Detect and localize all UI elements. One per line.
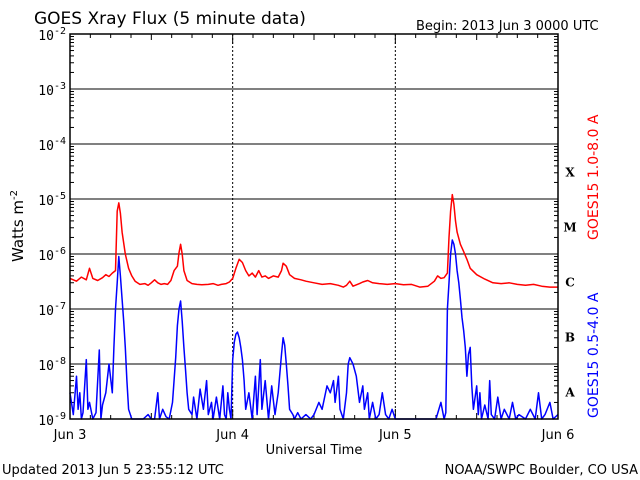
y-axis-label-exponent: -2 [9,190,20,200]
y-tick-label-base: 10 [38,414,54,429]
plot-frame [69,33,559,420]
flare-class-label: A [564,386,575,400]
y-tick-label: 10-8 [38,356,66,374]
x-tick-labels: Jun 3 Jun 4 Jun 5 Jun 6 [53,428,575,443]
y-tick-label: 10-6 [38,246,66,264]
y-tick-label-exponent: -6 [54,246,66,257]
y-tick-label-base: 10 [38,84,54,99]
x-tick-label: Jun 4 [215,428,249,443]
x-tick-label: Jun 3 [53,428,87,443]
y-tick-label-exponent: -5 [54,191,66,202]
y-tick-label-base: 10 [38,139,54,154]
y-tick-label-exponent: -9 [54,411,66,422]
y-tick-label: 10-4 [38,136,66,154]
y-tick-label-base: 10 [38,359,54,374]
y-tick-label: 10-7 [38,301,66,319]
y-tick-label: 10-2 [38,26,66,44]
y-tick-label: 10-9 [38,411,66,429]
y-tick-label-exponent: -7 [54,301,66,312]
chart-title: GOES Xray Flux (5 minute data) [34,9,306,29]
y-tick-label-exponent: -4 [54,136,66,147]
ticks-layer [69,34,559,420]
grid-layer [70,34,558,419]
y-tick-label-exponent: -8 [54,356,66,367]
x-tick-label: Jun 6 [541,428,575,443]
y-tick-label: 10-3 [38,81,66,99]
series-label-long: GOES15 1.0-8.0 A [586,114,602,240]
y-axis-label-main: Watts m [9,200,27,262]
flare-class-label: C [565,276,575,290]
updated-timestamp: Updated 2013 Jun 5 23:55:12 UTC [2,463,224,478]
y-tick-label-exponent: -2 [54,26,66,37]
series-label-short: GOES15 0.5-4.0 A [586,292,602,418]
y-tick-label: 10-5 [38,191,66,209]
begin-date-label: Begin: 2013 Jun 3 0000 UTC [416,19,599,34]
series-line-long [69,193,558,288]
y-tick-label-base: 10 [38,249,54,264]
y-tick-label-base: 10 [38,29,54,44]
flare-class-labels: X M C B A [563,166,576,400]
y-axis-label: Watts m-2 [9,190,27,262]
flare-class-label: X [565,166,575,180]
y-tick-labels: 10-210-310-410-510-610-710-810-9 [38,26,66,429]
series-line-short [69,239,559,420]
y-tick-label-base: 10 [38,194,54,209]
x-axis-label: Universal Time [266,443,363,458]
x-tick-label: Jun 5 [378,428,412,443]
y-tick-label-exponent: -3 [54,81,66,92]
flare-class-label: M [563,221,576,235]
series-layer [69,193,559,420]
credit-label: NOAA/SWPC Boulder, CO USA [445,463,638,478]
flare-class-label: B [565,331,575,345]
y-tick-label-base: 10 [38,304,54,319]
